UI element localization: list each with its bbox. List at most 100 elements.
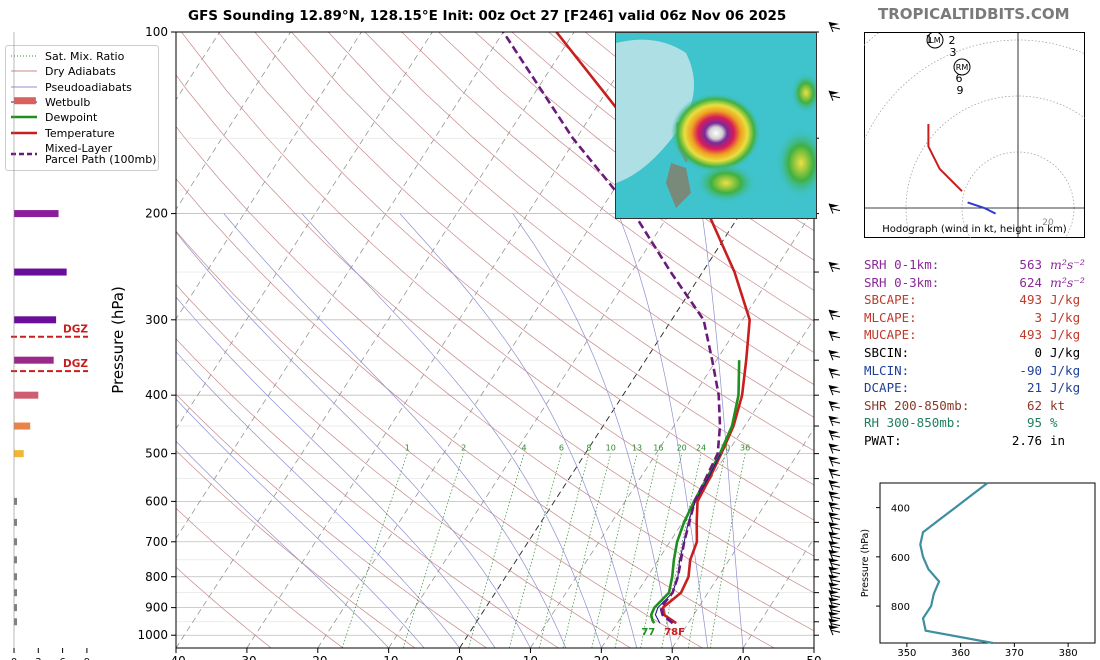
wind-barb-feather xyxy=(830,405,841,409)
parameter-row: MUCAPE: 493 J/kg xyxy=(864,327,1084,345)
profile-bar xyxy=(14,97,36,105)
profile-bar-chart: DGZ DGZ 0 3 6 9 xyxy=(11,32,90,660)
theta-e-y-tick-label: 400 xyxy=(891,504,910,515)
x-tick-label: 10 xyxy=(523,654,538,660)
wind-barb-flag xyxy=(829,522,839,527)
wind-barb-flag xyxy=(829,350,839,355)
wind-barb xyxy=(828,203,841,214)
parameter-label: SRH 0-3km: xyxy=(864,274,940,290)
theta-e-x-tick-label: 380 xyxy=(1059,648,1078,659)
theta-e-x-tick-label: 370 xyxy=(1005,648,1024,659)
legend-label: Wetbulb xyxy=(45,95,91,109)
hodograph-grid xyxy=(864,32,1085,238)
parameter-row: SBCAPE: 493 J/kg xyxy=(864,292,1084,310)
satellite-map-inset xyxy=(615,32,817,219)
profile-bar xyxy=(14,268,67,276)
dry-adiabat xyxy=(176,125,814,632)
legend-item: Mixed-Layer Parcel Path (100mb) xyxy=(6,142,156,166)
parameter-value: 624 xyxy=(1019,274,1042,290)
wind-barb xyxy=(828,522,841,533)
mixing-ratio-label: 20 xyxy=(677,444,687,453)
parameter-unit: J/kg xyxy=(1050,309,1081,325)
wind-barb-flag xyxy=(829,574,839,579)
mixing-ratio-label: 6 xyxy=(559,444,564,453)
dry-adiabat xyxy=(217,32,814,521)
wind-barb xyxy=(828,309,841,320)
legend: Sat. Mix. Ratio Dry Adiabats Pseudoadiabat… xyxy=(5,45,159,171)
wind-barb-flag xyxy=(829,480,839,485)
bar-x-tick-label: 6 xyxy=(59,657,65,660)
profile-bar xyxy=(14,573,17,581)
wind-barb xyxy=(828,430,841,441)
wind-barb-feather xyxy=(830,335,841,339)
wind-barb-feather xyxy=(830,389,841,393)
parameter-row: PWAT: 2.76 in xyxy=(864,433,1084,451)
parameter-unit: J/kg xyxy=(1050,380,1081,396)
wind-barb-feather xyxy=(830,314,841,318)
dgz-label: DGZ xyxy=(63,324,88,336)
wind-barb xyxy=(828,549,841,561)
isotherm-line xyxy=(530,208,814,648)
wind-barb-feather xyxy=(830,571,841,575)
hodograph-trace xyxy=(967,201,997,215)
parameter-label: SRH 0-1km: xyxy=(864,257,940,272)
wind-barb-feather xyxy=(830,602,841,606)
parcel-path-line xyxy=(502,32,722,625)
profile-bar xyxy=(14,556,17,564)
mixing-ratio-line xyxy=(661,453,702,648)
parameter-label: SHR 200-850mb: xyxy=(864,397,970,413)
mixing-ratio-label: 30 xyxy=(720,444,730,453)
plot-frame xyxy=(175,31,815,649)
parameter-label: RH 300-850mb: xyxy=(864,415,962,431)
wind-barb-flag xyxy=(829,618,839,623)
legend-swatch xyxy=(11,152,37,156)
wind-barb-feather xyxy=(830,536,841,540)
wind-barb-feather xyxy=(830,495,841,499)
parameter-value: 493 xyxy=(1019,292,1042,308)
y-tick-label: 700 xyxy=(145,535,168,549)
mixing-ratio-label: 4 xyxy=(522,444,527,453)
storm-motion-marker xyxy=(953,58,971,76)
wind-barb-feather xyxy=(830,609,841,613)
wind-barb xyxy=(828,21,841,33)
wind-barb-feather xyxy=(830,95,841,99)
hodograph-height-label: 2 xyxy=(949,34,956,47)
parameter-unit: % xyxy=(1050,415,1058,431)
dry-adiabat xyxy=(176,449,416,648)
isotherm-line xyxy=(176,32,575,648)
mixing-ratio-line xyxy=(614,453,659,648)
parameter-value: -90 xyxy=(1019,362,1042,378)
hodograph-height-label: 3 xyxy=(950,46,957,59)
theta-e-line xyxy=(919,482,994,645)
y-tick-label: 1000 xyxy=(137,628,168,642)
wind-barb-flag xyxy=(829,502,839,507)
y-tick-label: 100 xyxy=(145,25,168,39)
parameter-row: MLCAPE: 3 J/kg xyxy=(864,310,1084,328)
y-tick-label: 900 xyxy=(145,601,168,615)
legend-label: Temperature xyxy=(45,126,115,140)
wind-barb-feather xyxy=(830,484,841,488)
parameter-unit: J/kg xyxy=(1050,327,1081,343)
isotherm-line xyxy=(742,537,814,648)
legend-swatch xyxy=(11,115,37,119)
wetbulb-line xyxy=(654,453,722,624)
wind-barb xyxy=(828,558,841,569)
profile-bar xyxy=(14,316,57,324)
pseudoadiabat xyxy=(176,440,389,648)
profile-bar xyxy=(14,450,24,458)
parameter-row: MLCIN: -90 J/kg xyxy=(864,363,1084,381)
y-tick-label: 400 xyxy=(145,388,168,402)
parameter-value: 0 xyxy=(1034,344,1042,360)
wind-barb-flag xyxy=(829,401,839,406)
wind-barb xyxy=(828,491,841,502)
wind-barb xyxy=(828,540,841,552)
x-tick-label: 50 xyxy=(806,654,821,660)
dry-adiabat xyxy=(254,32,814,486)
dewpoint-line xyxy=(649,360,741,624)
dry-adiabat xyxy=(364,32,814,386)
legend-item: Dry Adiabats xyxy=(6,64,116,78)
parameter-label: MLCIN: xyxy=(864,362,910,378)
hodograph-height-label: 9 xyxy=(957,84,964,97)
parameter-label: SBCIN: xyxy=(864,344,910,360)
surface-dewpoint-label: 77 xyxy=(641,627,655,638)
